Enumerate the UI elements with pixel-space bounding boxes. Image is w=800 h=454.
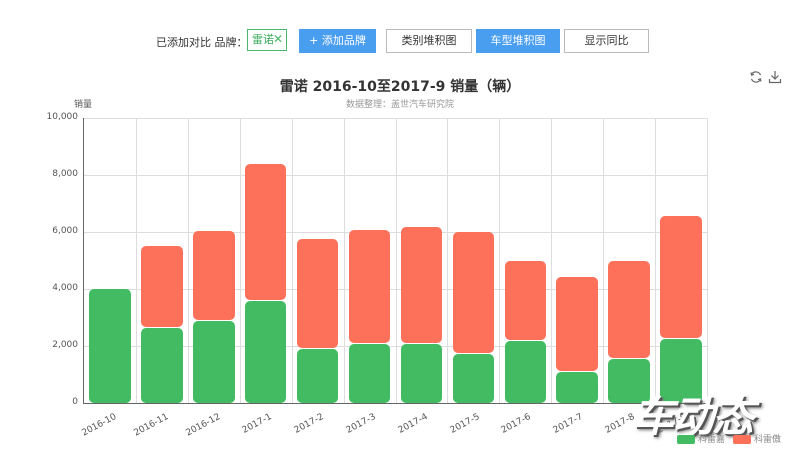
grid-line (447, 118, 449, 403)
y-tick-label: 2,000 (52, 340, 78, 350)
x-tick-label: 2017-5 (448, 412, 482, 436)
grid-line (655, 118, 657, 403)
x-tick-label: 2017-4 (396, 412, 430, 436)
x-axis-line (83, 403, 708, 404)
y-tick-label: 6,000 (52, 226, 78, 236)
add-brand-button[interactable]: + 添加品牌 (299, 29, 376, 53)
bar-segment[interactable] (141, 245, 183, 328)
x-tick-label: 2017-7 (552, 412, 585, 436)
legend-label: 科雷傲 (754, 435, 782, 445)
bar-segment[interactable] (348, 230, 391, 344)
y-tick-label: 10,000 (46, 112, 79, 122)
y-tick-label: 4,000 (52, 283, 78, 293)
legend-swatch-green (677, 435, 695, 444)
grid-line (291, 118, 293, 403)
brand-tag: 雷诺 ✕ (247, 29, 287, 51)
legend-label: 科雷嘉 (698, 435, 726, 445)
bar-segment[interactable] (193, 320, 235, 403)
bar-segment[interactable] (348, 344, 391, 403)
y-tick-label: 0 (72, 397, 78, 407)
bar-segment[interactable] (452, 353, 495, 403)
toolbar: 已添加对比 品牌： 雷诺 ✕ + 添加品牌 类别堆积图 车型堆积图 显示同比 (0, 29, 800, 53)
close-icon[interactable]: ✕ (272, 32, 283, 46)
grid-line (187, 118, 189, 403)
x-tick-label: 2017-2 (292, 412, 326, 436)
y-axis-line (83, 118, 84, 404)
bar-segment[interactable] (244, 163, 287, 300)
x-tick-label: 2016-11 (132, 412, 171, 439)
bar-segment[interactable] (556, 371, 598, 403)
x-tick-label: 2017-1 (240, 412, 274, 436)
bar-segment[interactable] (296, 238, 339, 348)
bar-segment[interactable] (89, 289, 131, 403)
legend-item-series-1[interactable]: 科雷嘉 (677, 432, 725, 445)
bar-segment[interactable] (452, 231, 495, 353)
bar-segment[interactable] (141, 328, 183, 403)
grid-line (707, 118, 708, 403)
bar-segment[interactable] (660, 216, 702, 339)
grid-line (343, 118, 345, 403)
legend-swatch-red (733, 435, 751, 444)
grid-line (395, 118, 397, 403)
bar-segment[interactable] (608, 261, 650, 358)
show-yoy-button[interactable]: 显示同比 (564, 29, 649, 53)
chart-title: 雷诺 2016-10至2017-9 销量（辆） (279, 79, 521, 95)
watermark: 车动态 (632, 392, 754, 441)
model-stack-button[interactable]: 车型堆积图 (476, 29, 560, 53)
grid-line (239, 118, 241, 403)
x-tick-label: 2017-3 (344, 412, 378, 436)
bar-segment[interactable] (556, 277, 598, 371)
grid-line (135, 118, 137, 403)
download-icon[interactable] (768, 70, 782, 84)
brand-tag-label: 雷诺 (252, 33, 274, 46)
refresh-icon[interactable] (749, 70, 763, 84)
x-tick-label: 2016-10 (80, 412, 119, 439)
bar-segment[interactable] (504, 260, 547, 341)
x-tick-label: 2017-6 (500, 412, 534, 436)
y-axis-label: 销量 (74, 100, 93, 110)
bar-segment[interactable] (608, 358, 650, 403)
bar-segment[interactable] (660, 339, 702, 403)
bar-segment[interactable] (244, 300, 287, 403)
grid-line (551, 118, 553, 403)
grid-line (499, 118, 501, 403)
legend-item-series-2[interactable]: 科雷傲 (733, 432, 781, 445)
bar-segment[interactable] (193, 231, 235, 320)
bar-segment[interactable] (400, 344, 443, 403)
category-stack-button[interactable]: 类别堆积图 (386, 29, 472, 53)
bar-segment[interactable] (400, 227, 443, 344)
compare-label: 已添加对比 品牌： (156, 36, 248, 49)
bar-segment[interactable] (296, 348, 339, 403)
grid-line (603, 118, 605, 403)
plot-area (84, 118, 708, 404)
x-tick-label: 2016-12 (184, 412, 223, 439)
chart-subtitle: 数据整理：盖世汽车研究院 (345, 100, 454, 110)
bar-segment[interactable] (504, 341, 547, 403)
y-tick-label: 8,000 (52, 169, 78, 179)
